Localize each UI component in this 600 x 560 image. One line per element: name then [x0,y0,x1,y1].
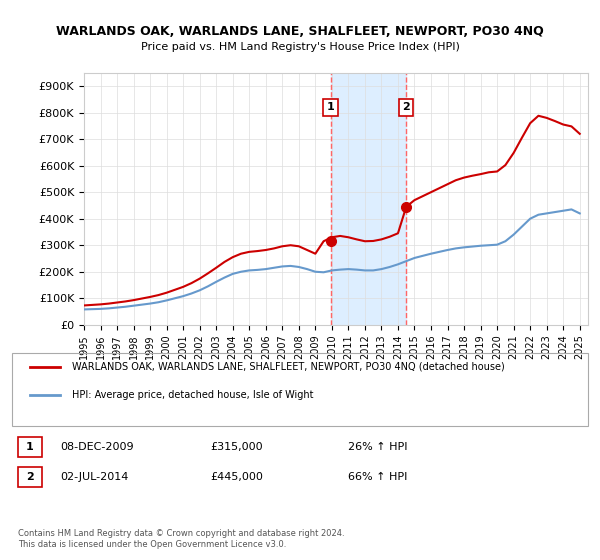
Text: WARLANDS OAK, WARLANDS LANE, SHALFLEET, NEWPORT, PO30 4NQ (detached house): WARLANDS OAK, WARLANDS LANE, SHALFLEET, … [72,362,505,372]
Text: £445,000: £445,000 [210,473,263,482]
Text: WARLANDS OAK, WARLANDS LANE, SHALFLEET, NEWPORT, PO30 4NQ: WARLANDS OAK, WARLANDS LANE, SHALFLEET, … [56,25,544,38]
Text: 08-DEC-2009: 08-DEC-2009 [60,442,134,451]
Text: HPI: Average price, detached house, Isle of Wight: HPI: Average price, detached house, Isle… [72,390,314,400]
Text: 1: 1 [326,102,334,113]
Text: Price paid vs. HM Land Registry's House Price Index (HPI): Price paid vs. HM Land Registry's House … [140,42,460,52]
Text: 26% ↑ HPI: 26% ↑ HPI [348,442,407,451]
Text: 2: 2 [403,102,410,113]
Text: 02-JUL-2014: 02-JUL-2014 [60,473,128,482]
Bar [331,73,406,325]
Text: 2: 2 [26,473,34,482]
Text: £315,000: £315,000 [210,442,263,451]
Text: 1: 1 [26,442,34,451]
Text: Contains HM Land Registry data © Crown copyright and database right 2024.
This d: Contains HM Land Registry data © Crown c… [18,529,344,549]
Text: 66% ↑ HPI: 66% ↑ HPI [348,473,407,482]
